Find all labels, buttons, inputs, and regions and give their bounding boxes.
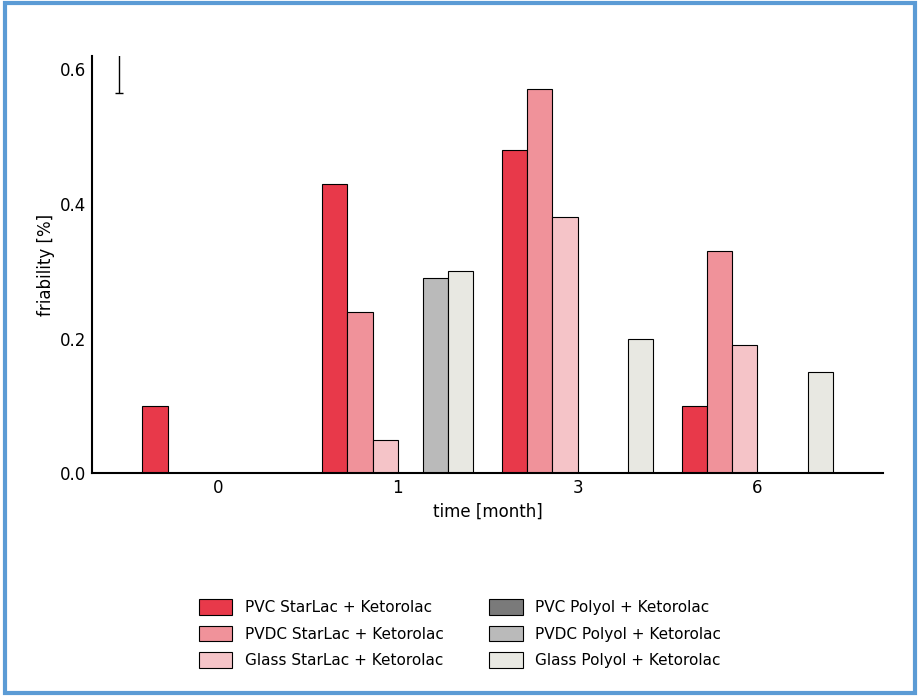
Bar	[423, 278, 448, 473]
Bar	[627, 338, 652, 473]
Y-axis label: friability [%]: friability [%]	[37, 214, 54, 315]
Bar	[502, 150, 527, 473]
Legend: PVC StarLac + Ketorolac, PVDC StarLac + Ketorolac, Glass StarLac + Ketorolac, PV: PVC StarLac + Ketorolac, PVDC StarLac + …	[192, 593, 727, 674]
Bar	[527, 89, 551, 473]
Bar	[142, 406, 167, 473]
Bar	[347, 312, 372, 473]
Bar	[706, 251, 732, 473]
Bar	[732, 345, 756, 473]
Bar	[448, 271, 472, 473]
X-axis label: time [month]: time [month]	[432, 503, 542, 521]
Bar	[551, 217, 577, 473]
Bar	[372, 440, 397, 473]
Bar	[681, 406, 706, 473]
Bar	[322, 184, 347, 473]
Bar	[807, 372, 832, 473]
